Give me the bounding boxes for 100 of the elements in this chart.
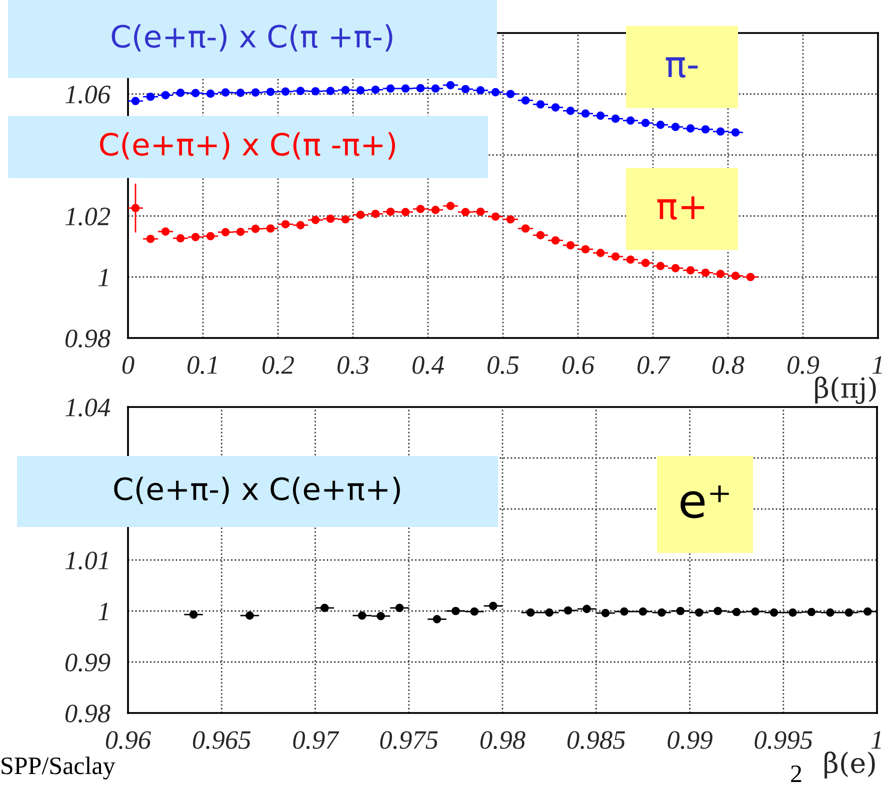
- point: [432, 614, 442, 624]
- point: [131, 96, 140, 106]
- point: [266, 224, 275, 233]
- point: [251, 224, 260, 233]
- point: [461, 208, 470, 216]
- point: [686, 124, 695, 133]
- point: [641, 118, 650, 128]
- point: [844, 608, 854, 617]
- y-tick-label: 1: [98, 602, 108, 620]
- point: [751, 607, 760, 616]
- point: [611, 114, 620, 123]
- point: [566, 241, 575, 250]
- point: [686, 266, 695, 274]
- point: [731, 272, 740, 280]
- point: [551, 236, 560, 245]
- point: [731, 128, 740, 137]
- point: [206, 90, 215, 98]
- point: [582, 604, 591, 614]
- point: [401, 84, 410, 93]
- point: [386, 84, 395, 93]
- point: [581, 109, 590, 118]
- point: [395, 604, 404, 612]
- point: [491, 88, 500, 96]
- point: [236, 228, 245, 236]
- point: [251, 88, 260, 97]
- x-tick-label: 0.6: [562, 356, 594, 374]
- point: [506, 90, 515, 98]
- point: [476, 86, 485, 95]
- x-axis-title: β(πj): [815, 376, 876, 404]
- point: [176, 88, 185, 97]
- x-tick-label: 0.3: [338, 356, 369, 374]
- point: [191, 232, 200, 242]
- x-tick-label: 0: [122, 356, 134, 374]
- text: 2: [791, 765, 802, 782]
- point: [581, 245, 590, 254]
- point: [564, 606, 572, 615]
- point: [536, 231, 545, 240]
- point: [746, 272, 755, 282]
- point: [470, 607, 479, 616]
- point: [676, 606, 685, 616]
- point: [671, 122, 680, 132]
- x-tick-label: 0.8: [712, 356, 744, 374]
- point: [246, 611, 254, 620]
- annotation: e⁺: [680, 486, 729, 518]
- point: [431, 84, 440, 93]
- point: [281, 220, 290, 228]
- point: [401, 208, 410, 216]
- point: [506, 215, 515, 224]
- y-tick-label: 0.98: [65, 330, 110, 348]
- point: [788, 608, 797, 617]
- point: [521, 224, 530, 233]
- point: [807, 608, 816, 616]
- x-tick-label: 0.98: [480, 731, 526, 750]
- point: [376, 612, 385, 620]
- point: [146, 92, 155, 101]
- point: [296, 86, 305, 96]
- point: [626, 255, 635, 264]
- point: [452, 606, 460, 616]
- point: [221, 228, 230, 236]
- point: [356, 210, 365, 219]
- point: [326, 86, 335, 96]
- point: [341, 86, 350, 94]
- x-tick-label: 0.96: [106, 731, 151, 750]
- x-tick-label: 0.5: [488, 356, 519, 374]
- x-tick-label: 0.995: [754, 731, 812, 750]
- annotation: C(e+π-) x C(e+π+): [114, 476, 400, 504]
- point: [491, 212, 500, 221]
- point: [189, 610, 198, 619]
- point: [446, 202, 455, 210]
- point: [386, 208, 395, 216]
- point: [191, 88, 200, 98]
- x-tick-label: 0.975: [380, 731, 438, 750]
- point: [701, 125, 710, 134]
- point: [416, 84, 425, 92]
- point: [416, 204, 425, 214]
- point: [656, 120, 665, 129]
- point: [266, 88, 275, 96]
- point: [770, 608, 778, 617]
- point: [701, 268, 710, 277]
- x-tick-label: 0.9: [788, 356, 820, 374]
- x-tick-label: 0.99: [668, 731, 712, 750]
- text: SPP/Saclay: [2, 756, 116, 780]
- x-tick-label: 0.2: [262, 356, 294, 374]
- annotation: π+: [657, 196, 704, 220]
- point: [694, 608, 704, 617]
- point: [671, 264, 680, 272]
- point: [341, 215, 350, 224]
- annotation: π-: [666, 57, 698, 78]
- point: [311, 87, 320, 96]
- point: [371, 210, 380, 218]
- point: [638, 607, 648, 616]
- point: [521, 96, 530, 105]
- point: [620, 607, 628, 616]
- point: [236, 88, 245, 97]
- point: [657, 608, 666, 617]
- point: [311, 216, 320, 224]
- point: [296, 220, 305, 230]
- point: [716, 127, 725, 136]
- point: [371, 86, 380, 94]
- point: [326, 214, 335, 223]
